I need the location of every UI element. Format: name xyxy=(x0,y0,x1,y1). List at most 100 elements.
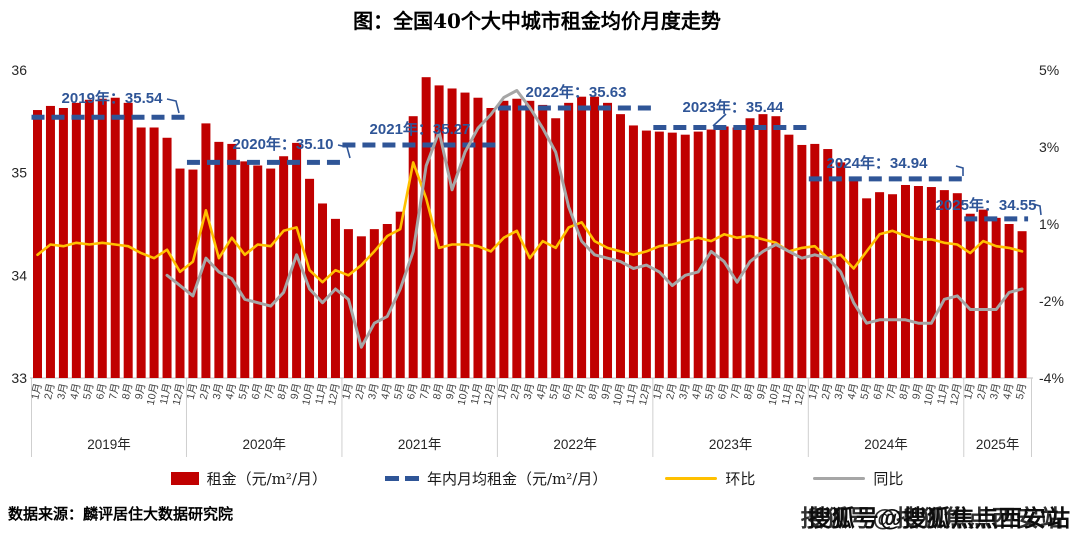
rent-bar xyxy=(382,224,392,378)
legend-label-mom: 环比 xyxy=(725,470,756,488)
rent-bar xyxy=(603,102,613,378)
annotation-2021年: 2021年：35.27 xyxy=(370,120,471,138)
rent-bar xyxy=(305,178,315,378)
legend-label-yearly-avg: 年内月均租金（元/m²/月） xyxy=(426,470,608,488)
mom-line xyxy=(36,161,1024,284)
x-month-label: 8月 xyxy=(742,382,757,400)
left-axis-tick: 34 xyxy=(11,267,27,283)
x-year-label: 2022年 xyxy=(553,437,597,452)
rent-bar xyxy=(875,192,885,378)
rent-bar xyxy=(162,137,172,378)
yoy-line xyxy=(165,89,1024,349)
rent-bar xyxy=(227,143,237,378)
x-month-label: 11月 xyxy=(935,382,951,405)
x-month-label: 2月 xyxy=(42,382,57,400)
x-month-label: 2月 xyxy=(509,382,524,400)
rent-bar xyxy=(188,169,198,378)
x-month-label: 12月 xyxy=(792,382,808,406)
rent-bar xyxy=(84,99,94,379)
x-month-label: 5月 xyxy=(81,382,96,400)
x-year-label: 2019年 xyxy=(87,437,131,452)
avg-dash-swatch xyxy=(384,476,419,481)
x-month-label: 10月 xyxy=(145,382,161,406)
rent-bar xyxy=(149,127,159,378)
x-month-label: 7月 xyxy=(573,382,588,400)
rent-bar xyxy=(888,194,898,378)
x-month-label: 10月 xyxy=(300,382,316,406)
x-month-label: 2月 xyxy=(975,382,990,400)
rent-bar xyxy=(628,125,638,378)
rent-bar xyxy=(823,149,833,378)
rent-bar xyxy=(253,165,263,378)
rent-bar xyxy=(369,229,379,378)
rent-bar xyxy=(862,198,872,378)
rent-bar xyxy=(771,116,781,378)
rent-bar xyxy=(110,97,120,378)
rent-bar xyxy=(810,143,820,378)
right-axis-tick: 5% xyxy=(1039,62,1059,78)
annotation-2024年: 2024年：34.94 xyxy=(827,154,929,172)
x-month-label: 12月 xyxy=(171,382,187,406)
rent-bar xyxy=(201,123,211,379)
x-month-label: 2月 xyxy=(353,382,368,400)
x-month-label: 3月 xyxy=(833,382,848,400)
x-month-label: 3月 xyxy=(522,382,537,400)
right-axis-tick: 1% xyxy=(1039,216,1059,232)
x-month-label: 8月 xyxy=(431,382,446,400)
rent-bar xyxy=(797,144,807,378)
annotation-leader xyxy=(337,144,351,159)
rent-bar xyxy=(240,161,250,378)
right-axis-tick: 3% xyxy=(1039,139,1059,155)
x-month-label: 11月 xyxy=(313,382,329,405)
legend-item-mom: 环比 xyxy=(665,468,755,489)
rent-bar xyxy=(123,102,133,378)
x-month-label: 11月 xyxy=(469,382,485,405)
rent-bar xyxy=(900,184,910,378)
rent-bar xyxy=(991,217,1001,378)
rent-bar xyxy=(641,130,651,378)
legend-label-yoy: 同比 xyxy=(873,470,904,488)
x-month-label: 5月 xyxy=(392,382,407,400)
x-month-label: 1月 xyxy=(340,382,355,400)
x-month-label: 9月 xyxy=(133,382,148,400)
x-month-label: 7月 xyxy=(729,382,744,400)
rent-bar xyxy=(913,186,923,378)
rent-bar xyxy=(784,134,794,378)
annotation-leader xyxy=(1032,203,1042,216)
rent-bar xyxy=(71,102,81,378)
x-month-label: 1月 xyxy=(496,382,511,400)
rent-bar xyxy=(421,77,431,378)
x-month-label: 6月 xyxy=(405,382,420,400)
x-month-label: 12月 xyxy=(482,382,498,406)
x-month-label: 1月 xyxy=(962,382,977,400)
rent-bar xyxy=(952,193,962,378)
rent-bar xyxy=(473,97,483,378)
rent-bar xyxy=(525,100,535,379)
x-month-label: 6月 xyxy=(94,382,109,400)
x-month-label: 6月 xyxy=(250,382,265,400)
x-month-label: 9月 xyxy=(444,382,459,400)
x-year-label: 2025年 xyxy=(976,437,1020,452)
rent-bar xyxy=(732,127,742,378)
x-month-label: 1月 xyxy=(185,382,200,400)
x-month-label: 7月 xyxy=(107,382,122,400)
x-month-label: 5月 xyxy=(858,382,873,400)
x-month-label: 7月 xyxy=(418,382,433,400)
rent-bar xyxy=(356,236,366,378)
rent-bar xyxy=(460,92,470,378)
rent-bar xyxy=(292,142,302,378)
x-month-label: 5月 xyxy=(703,382,718,400)
rent-bar xyxy=(447,88,457,378)
x-month-label: 2月 xyxy=(820,382,835,400)
annotation-2023年: 2023年：35.44 xyxy=(683,98,785,116)
rent-bar xyxy=(693,131,703,378)
x-month-label: 8月 xyxy=(586,382,601,400)
x-month-label: 3月 xyxy=(677,382,692,400)
rent-bar xyxy=(745,118,755,379)
x-month-label: 6月 xyxy=(560,382,575,400)
watermark: 搜狐号@搜狐焦点西安站 xyxy=(807,505,1071,531)
rent-bar xyxy=(719,126,729,378)
rent-bar xyxy=(214,141,224,378)
x-month-label: 1月 xyxy=(807,382,822,400)
